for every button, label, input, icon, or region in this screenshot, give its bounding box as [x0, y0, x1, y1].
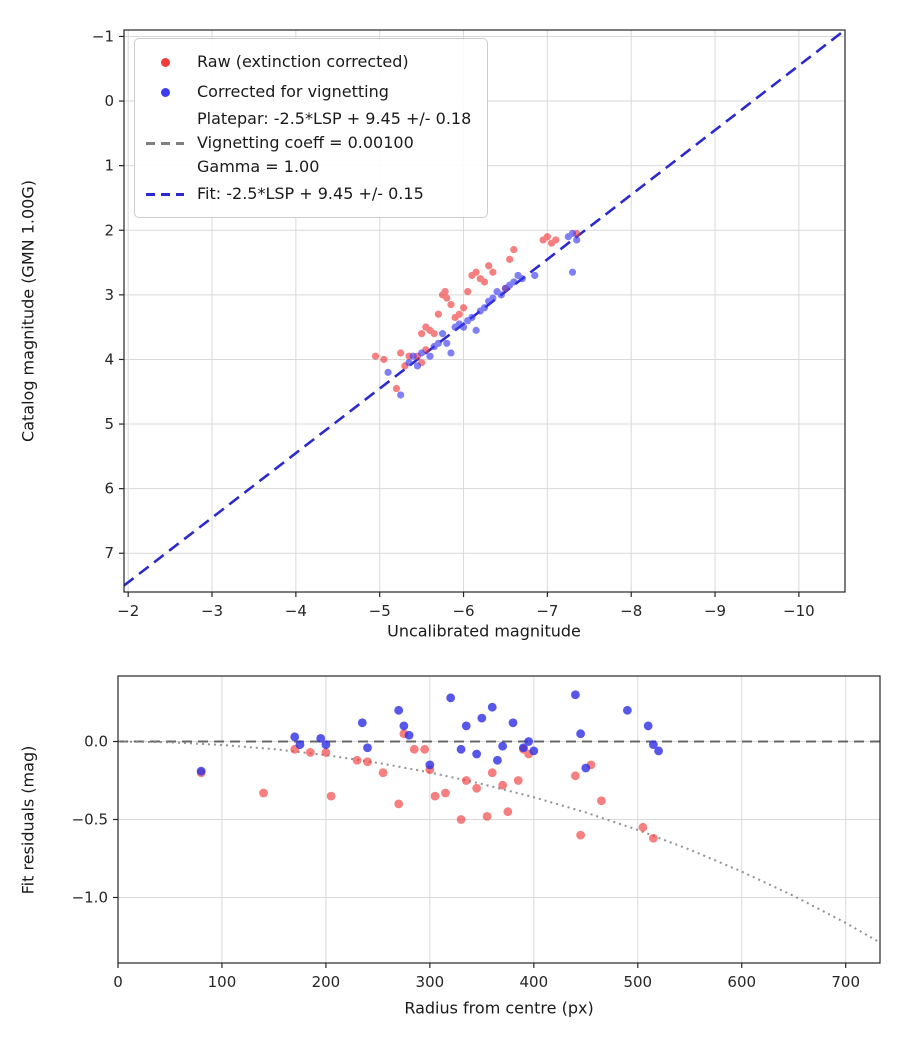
legend-label-vignetting: Corrected for vignetting	[197, 82, 389, 101]
x-tick-label: 400	[520, 973, 549, 991]
raw-dot-icon	[160, 57, 170, 67]
y-tick-label: 0	[104, 92, 114, 110]
y-tick-label: 7	[104, 544, 114, 562]
x-tick-label: −8	[620, 602, 642, 620]
legend-entry-fit: Fit: -2.5*LSP + 9.45 +/- 0.15	[145, 179, 471, 209]
series-raw-scatter	[371, 229, 581, 393]
x-tick-label: −5	[369, 602, 391, 620]
x-tick-label: 500	[623, 973, 652, 991]
grid	[117, 676, 880, 963]
platepar-line-3: Gamma = 1.00	[197, 157, 320, 176]
legend-marker-cell	[145, 57, 185, 67]
x-tick-label: −2	[117, 602, 139, 620]
x-tick-label: −7	[536, 602, 558, 620]
x-tick-label: 0	[113, 973, 123, 991]
y-tick-label: 2	[104, 221, 114, 239]
series-vignetting-model	[117, 740, 881, 944]
x-tick-label: 700	[831, 973, 860, 991]
legend-label-raw: Raw (extinction corrected)	[197, 52, 409, 71]
legend-label-platepar: Platepar: -2.5*LSP + 9.45 +/- 0.18 Vigne…	[197, 107, 471, 179]
y-tick-label: −0.5	[72, 811, 108, 829]
x-tick-label: 200	[312, 973, 341, 991]
legend-label-fit: Fit: -2.5*LSP + 9.45 +/- 0.15	[197, 184, 424, 203]
x-axis-label-bottom: Radius from centre (px)	[404, 998, 594, 1018]
fit-dash-icon	[146, 192, 184, 196]
legend-entry-vignetting: Corrected for vignetting	[145, 77, 471, 107]
y-tick-label: −1.0	[72, 888, 108, 906]
y-tick-label: 0.0	[84, 733, 108, 751]
y-tick-label: 4	[104, 350, 114, 368]
legend-entry-platepar: Platepar: -2.5*LSP + 9.45 +/- 0.18 Vigne…	[145, 107, 471, 179]
x-tick-label: 100	[208, 973, 237, 991]
x-tick-label: 600	[727, 973, 756, 991]
platepar-line-2: Vignetting coeff = 0.00100	[197, 133, 414, 152]
platepar-dash-icon	[146, 141, 184, 145]
y-tick-label: 3	[104, 286, 114, 304]
x-tick-label: −10	[783, 602, 815, 620]
legend: Raw (extinction corrected) Corrected for…	[134, 38, 489, 218]
axis-ticks: 0 100 200 300 400 500 600 700 0.0 −0.5 −1.0	[72, 733, 860, 991]
y-axis-label-top: Catalog magnitude (GMN 1.00G)	[18, 180, 38, 442]
y-tick-label: 6	[104, 480, 114, 498]
x-tick-label: −4	[285, 602, 307, 620]
series-raw-residuals	[196, 729, 658, 843]
legend-entry-raw: Raw (extinction corrected)	[145, 47, 471, 77]
y-tick-label: 5	[104, 415, 114, 433]
series-vignetting-scatter	[384, 229, 581, 399]
series-vignetting-residuals	[196, 690, 663, 776]
y-tick-label: 1	[104, 157, 114, 175]
x-tick-label: −6	[452, 602, 474, 620]
plot-frame	[123, 29, 846, 593]
x-tick-label: −9	[704, 602, 726, 620]
x-tick-label: −3	[201, 602, 223, 620]
legend-marker-cell	[145, 192, 185, 196]
fit-residuals-plot: 0 100 200 300 400 500 600 700 0.0 −0.5 −1.0	[72, 675, 881, 991]
vignetting-dot-icon	[160, 87, 170, 97]
legend-marker-cell	[145, 87, 185, 97]
legend-marker-cell	[145, 141, 185, 145]
x-axis-label-top: Uncalibrated magnitude	[387, 621, 581, 641]
y-axis-label-bottom: Fit residuals (mag)	[18, 745, 38, 895]
platepar-line-1: Platepar: -2.5*LSP + 9.45 +/- 0.18	[197, 109, 472, 128]
x-tick-label: 300	[416, 973, 445, 991]
y-tick-label: −1	[92, 27, 114, 45]
